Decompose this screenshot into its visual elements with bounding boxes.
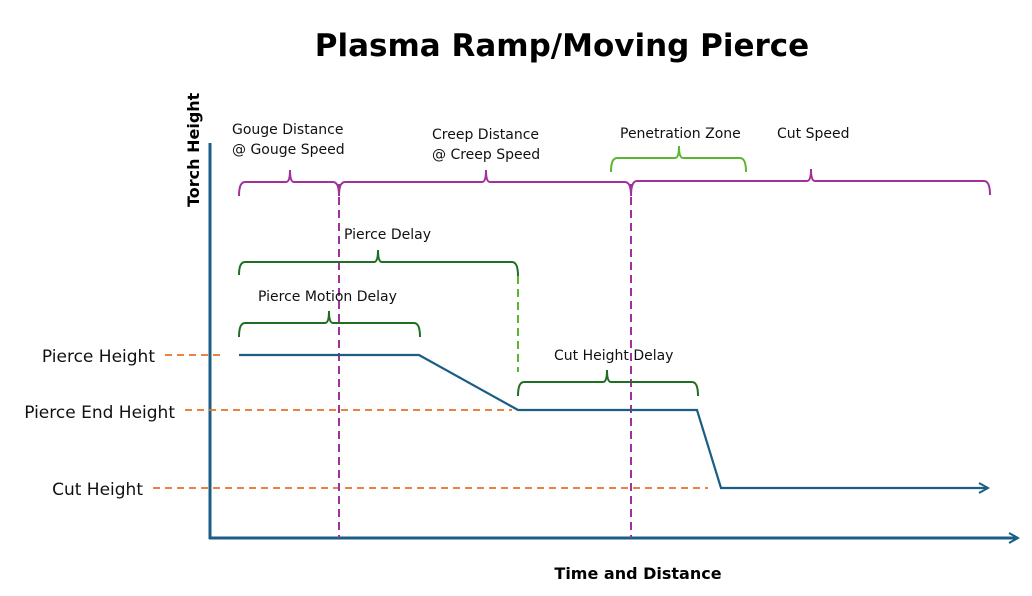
gouge-distance-brace — [238, 169, 340, 197]
penetration-zone-brace — [610, 145, 747, 173]
cut-speed-label: Cut Speed — [777, 126, 849, 142]
penetration-zone-label: Penetration Zone — [620, 126, 741, 142]
gouge-distance-label: Gouge Distance — [232, 122, 343, 138]
pierce-delay-label: Pierce Delay — [344, 227, 431, 243]
diagram-title: Plasma Ramp/Moving Pierce — [315, 28, 809, 64]
cut-height-label: Cut Height — [52, 480, 143, 500]
x-axis-label: Time and Distance — [554, 564, 721, 583]
y-axis-label: Torch Height — [184, 92, 203, 207]
creep-speed-label: @ Creep Speed — [432, 147, 540, 163]
creep-distance-brace — [338, 169, 632, 197]
pierce-delay-brace — [238, 249, 519, 277]
cut-height-delay-brace — [517, 369, 699, 397]
pierce-height-label: Pierce Height — [42, 347, 155, 367]
creep-distance-label: Creep Distance — [432, 127, 539, 143]
cut-speed-brace — [630, 168, 991, 197]
pierce-motion-delay-brace — [238, 310, 421, 338]
gouge-speed-label: @ Gouge Speed — [232, 142, 345, 158]
cut-height-delay-label: Cut Height Delay — [554, 348, 673, 364]
pierce-end-height-label: Pierce End Height — [24, 403, 175, 423]
pierce-motion-delay-label: Pierce Motion Delay — [258, 289, 397, 305]
torch-height-profile — [239, 353, 988, 488]
